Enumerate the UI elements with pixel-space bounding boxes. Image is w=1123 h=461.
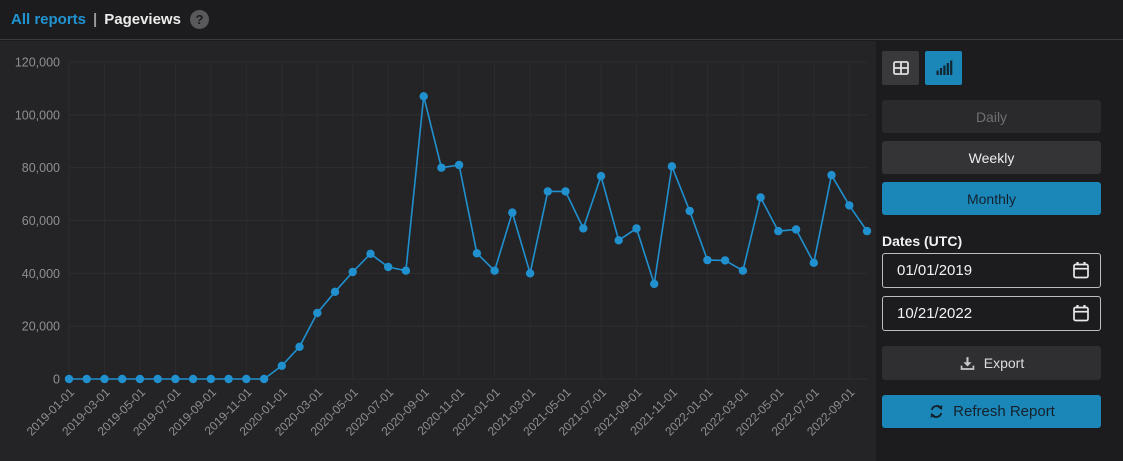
data-point[interactable] bbox=[791, 225, 801, 234]
data-point[interactable] bbox=[330, 287, 340, 296]
data-point[interactable] bbox=[490, 266, 499, 275]
data-point[interactable] bbox=[82, 374, 91, 384]
y-tick-label: 120,000 bbox=[15, 56, 60, 70]
data-point[interactable] bbox=[579, 224, 588, 233]
data-point[interactable] bbox=[401, 266, 411, 275]
data-point[interactable] bbox=[206, 374, 216, 384]
granularity-daily-button[interactable]: Daily bbox=[882, 100, 1101, 133]
pageviews-line-chart[interactable]: 020,00040,00060,00080,000100,000120,0002… bbox=[0, 41, 876, 461]
help-icon[interactable]: ? bbox=[189, 10, 209, 29]
view-toggle bbox=[882, 51, 962, 85]
page-title: Pageviews bbox=[104, 11, 181, 28]
chart-view-button[interactable] bbox=[925, 51, 962, 85]
data-point[interactable] bbox=[667, 162, 677, 171]
data-point[interactable] bbox=[171, 374, 180, 384]
header: All reports | Pageviews ? bbox=[0, 0, 1123, 40]
data-point[interactable] bbox=[472, 249, 482, 258]
pageviews-chart-panel: 0 20,000 40,000 60,000 80,000 100,000 120,000 2… bbox=[0, 41, 876, 461]
y-tick-label: 100,000 bbox=[15, 108, 60, 122]
data-point[interactable] bbox=[596, 171, 606, 181]
data-point[interactable] bbox=[118, 374, 127, 384]
data-point[interactable] bbox=[366, 249, 375, 258]
data-point[interactable] bbox=[525, 269, 535, 278]
data-series bbox=[64, 92, 872, 384]
data-point[interactable] bbox=[774, 226, 783, 236]
data-point[interactable] bbox=[862, 226, 872, 236]
data-point[interactable] bbox=[845, 201, 854, 210]
data-point[interactable] bbox=[561, 187, 570, 196]
refresh-icon bbox=[930, 405, 943, 418]
data-point[interactable] bbox=[135, 374, 145, 384]
start-date-input[interactable] bbox=[882, 253, 1101, 288]
granularity-monthly-button[interactable]: Monthly bbox=[882, 182, 1101, 215]
granularity-weekly-button[interactable]: Weekly bbox=[882, 141, 1101, 174]
download-icon bbox=[960, 356, 975, 370]
dates-utc-label: Dates (UTC) bbox=[882, 233, 963, 249]
end-date-input[interactable] bbox=[882, 296, 1101, 331]
data-point[interactable] bbox=[224, 374, 233, 384]
data-point[interactable] bbox=[437, 163, 446, 172]
bar-chart-icon bbox=[936, 60, 952, 75]
pageviews-line bbox=[69, 96, 868, 380]
data-point[interactable] bbox=[703, 255, 712, 265]
y-tick-label: 0 bbox=[53, 373, 60, 387]
refresh-label: Refresh Report bbox=[953, 403, 1055, 420]
data-point[interactable] bbox=[827, 170, 836, 180]
data-point[interactable] bbox=[756, 193, 765, 202]
refresh-report-button[interactable]: Refresh Report bbox=[882, 395, 1101, 428]
data-point[interactable] bbox=[543, 187, 552, 196]
data-point[interactable] bbox=[64, 374, 74, 384]
data-point[interactable] bbox=[277, 361, 286, 370]
y-tick-label: 80,000 bbox=[22, 161, 60, 175]
data-point[interactable] bbox=[419, 92, 428, 101]
data-point[interactable] bbox=[348, 267, 357, 277]
data-point[interactable] bbox=[809, 258, 818, 267]
data-point[interactable] bbox=[153, 374, 162, 384]
data-point[interactable] bbox=[738, 266, 748, 275]
grid bbox=[68, 61, 867, 380]
y-tick-label: 40,000 bbox=[22, 267, 60, 281]
data-point[interactable] bbox=[259, 374, 269, 384]
y-tick-label: 60,000 bbox=[22, 214, 60, 228]
data-point[interactable] bbox=[188, 374, 198, 384]
data-point[interactable] bbox=[720, 256, 730, 265]
data-point[interactable] bbox=[384, 262, 393, 272]
data-point[interactable] bbox=[295, 342, 304, 351]
all-reports-link[interactable]: All reports bbox=[11, 11, 87, 28]
data-point[interactable] bbox=[685, 206, 694, 216]
sidebar: Daily Weekly Monthly Dates (UTC) Export bbox=[882, 41, 1101, 461]
export-label: Export bbox=[983, 355, 1025, 371]
data-point[interactable] bbox=[632, 224, 641, 233]
export-button[interactable]: Export bbox=[882, 346, 1101, 380]
y-tick-label: 20,000 bbox=[22, 320, 60, 334]
data-point[interactable] bbox=[650, 279, 659, 289]
data-point[interactable] bbox=[614, 236, 623, 245]
data-point[interactable] bbox=[242, 374, 251, 384]
title-separator: | bbox=[93, 11, 98, 28]
data-point[interactable] bbox=[313, 308, 322, 318]
data-point[interactable] bbox=[454, 160, 464, 170]
data-point[interactable] bbox=[100, 374, 109, 384]
data-point[interactable] bbox=[508, 208, 517, 217]
table-view-button[interactable] bbox=[882, 51, 919, 85]
table-icon bbox=[892, 61, 909, 75]
